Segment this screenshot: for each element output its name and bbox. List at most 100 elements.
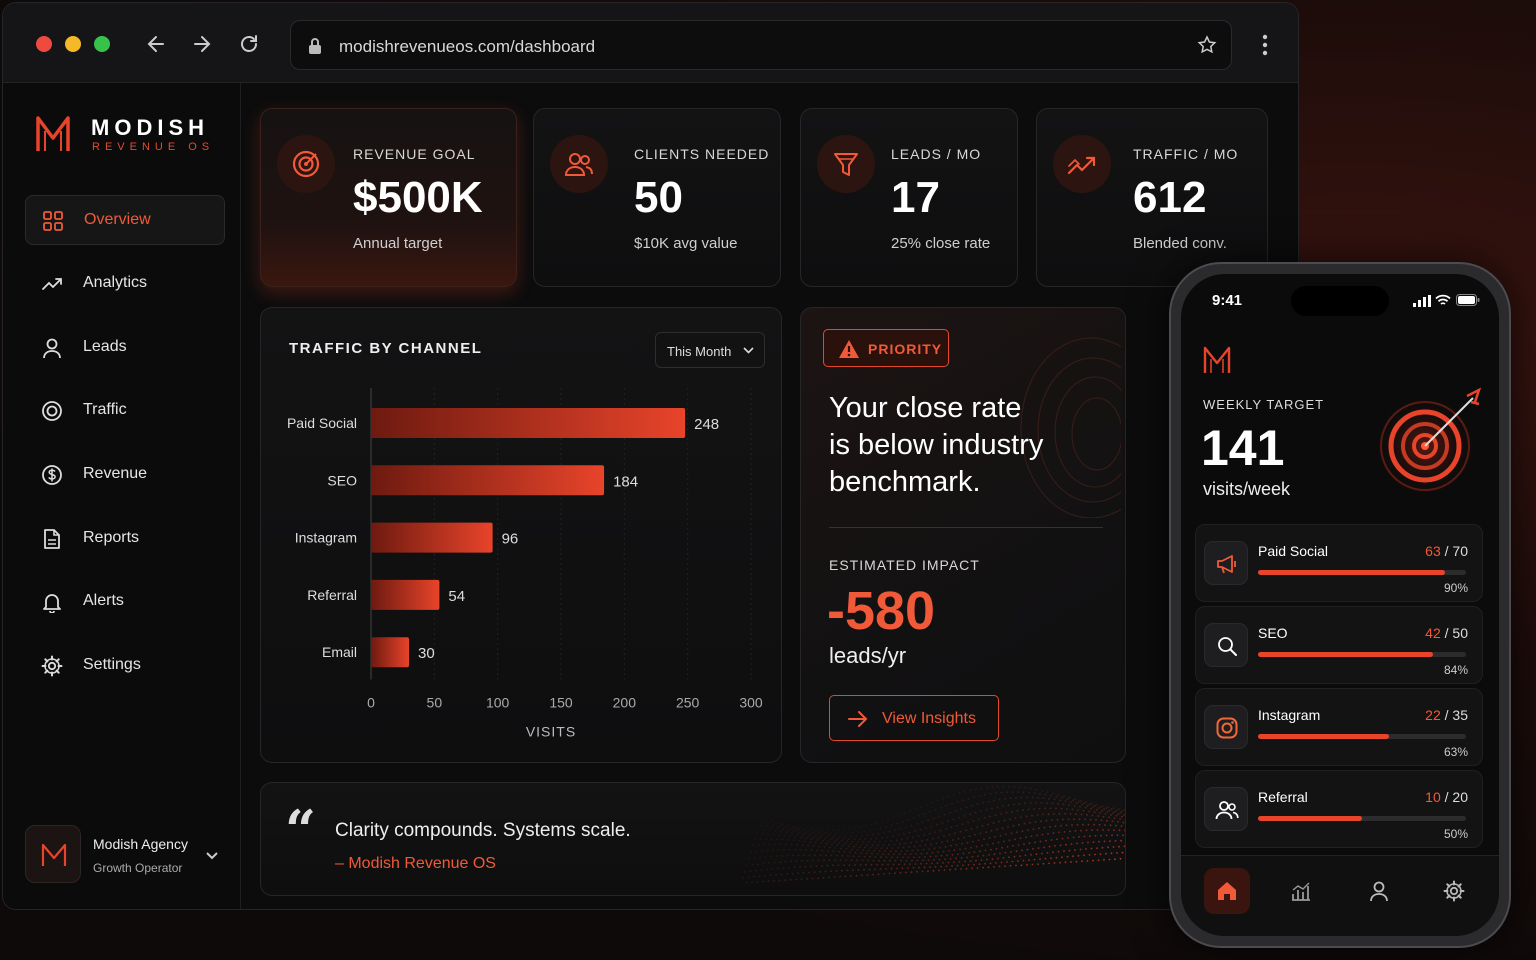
progress-track: [1258, 652, 1466, 657]
target-bullseye-icon: [1370, 387, 1482, 496]
kpi-value: 50: [634, 173, 683, 222]
sidebar-item-alerts[interactable]: Alerts: [25, 577, 225, 627]
grid-icon: [43, 211, 63, 231]
tab-analytics[interactable]: [1278, 868, 1324, 914]
channel-percent: 90%: [1443, 581, 1468, 595]
users-icon: [550, 135, 608, 193]
data-label: 54: [448, 588, 465, 605]
gear-icon: [41, 655, 63, 677]
headline-line: benchmark.: [829, 466, 981, 498]
sidebar-item-analytics[interactable]: Analytics: [25, 259, 225, 309]
bell-icon: [43, 594, 61, 613]
account-switcher[interactable]: Modish Agency Growth Operator: [25, 825, 225, 887]
sidebar-item-label: Overview: [84, 211, 151, 228]
headline-line: is below industry: [829, 429, 1044, 461]
bar-chart-icon: [1292, 882, 1310, 901]
kpi-label: CLIENTS NEEDED: [634, 146, 770, 162]
sidebar-item-label: Settings: [83, 656, 141, 673]
star-icon[interactable]: [1197, 35, 1217, 55]
channel-card-instagram[interactable]: Instagram 22 / 35 63%: [1195, 688, 1483, 766]
tab-settings[interactable]: [1431, 868, 1477, 914]
reload-icon[interactable]: [238, 33, 260, 55]
category-label: Instagram: [295, 530, 357, 546]
progress-track: [1258, 570, 1466, 575]
priority-headline: Your close rate is below industry benchm…: [829, 390, 1089, 501]
category-label: Referral: [307, 587, 357, 603]
browser-toolbar: modishrevenueos.com/dashboard: [3, 3, 1298, 83]
megaphone-icon: [1204, 541, 1248, 585]
channel-card-referral[interactable]: Referral 10 / 20 50%: [1195, 770, 1483, 848]
sidebar-item-revenue[interactable]: Revenue: [25, 450, 225, 500]
data-label: 96: [502, 531, 519, 548]
weekly-target-value: 141: [1201, 420, 1285, 476]
category-label: Email: [322, 644, 357, 660]
document-icon: [44, 529, 60, 549]
kpi-label: REVENUE GOAL: [353, 146, 476, 162]
kpi-value: 17: [891, 173, 940, 222]
channel-name: Instagram: [1258, 707, 1321, 723]
headline-line: Your close rate: [829, 392, 1022, 424]
divider: [829, 527, 1103, 528]
account-role: Growth Operator: [93, 861, 183, 875]
category-label: SEO: [327, 472, 357, 488]
brand-name: MODISH: [91, 115, 209, 140]
bar: [371, 465, 605, 496]
trend-icon: [42, 278, 62, 290]
bar: [371, 579, 440, 610]
priority-badge-label: PRIORITY: [868, 341, 943, 357]
users-icon: [1204, 787, 1248, 831]
kpi-card-traffic: TRAFFIC / MO 612 Blended conv.: [1036, 108, 1268, 287]
x-tick-label: 0: [367, 695, 375, 711]
progress-fill: [1258, 652, 1433, 657]
x-tick-label: 250: [676, 695, 700, 711]
url-text: modishrevenueos.com/dashboard: [339, 37, 596, 56]
brand-logo: [41, 843, 67, 866]
channel-count: 22 / 35: [1425, 707, 1468, 723]
channel-card-paid-social[interactable]: Paid Social 63 / 70 90%: [1195, 524, 1483, 602]
contour-decoration: [1020, 337, 1121, 518]
brand-logo[interactable]: [1203, 346, 1231, 374]
back-icon[interactable]: [145, 33, 167, 55]
sidebar-item-overview[interactable]: Overview: [25, 195, 225, 245]
channel-card-seo[interactable]: SEO 42 / 50 84%: [1195, 606, 1483, 684]
progress-fill: [1258, 570, 1446, 575]
view-insights-button[interactable]: View Insights: [829, 695, 999, 741]
sidebar-item-traffic[interactable]: Traffic: [25, 386, 225, 436]
category-label: Paid Social: [287, 415, 357, 431]
weekly-target-unit: visits/week: [1203, 479, 1291, 499]
sidebar-item-leads[interactable]: Leads: [25, 323, 225, 373]
brand-subtitle: REVENUE OS: [92, 141, 215, 153]
progress-track: [1258, 816, 1466, 821]
signal-icon: [1413, 295, 1431, 307]
bar: [371, 522, 493, 553]
kpi-subtext: Annual target: [353, 235, 443, 252]
channel-count: 42 / 50: [1425, 625, 1468, 641]
kpi-value: $500K: [353, 173, 483, 222]
kebab-menu-icon[interactable]: [1258, 33, 1272, 57]
wave-decoration: [741, 785, 1125, 884]
minimize-window-button[interactable]: [65, 36, 81, 52]
sidebar-item-reports[interactable]: Reports: [25, 514, 225, 564]
target-icon: [277, 135, 335, 193]
tab-profile[interactable]: [1356, 868, 1402, 914]
sidebar-item-label: Revenue: [83, 465, 148, 482]
maximize-window-button[interactable]: [94, 36, 110, 52]
x-tick-label: 50: [427, 695, 443, 711]
period-select[interactable]: This Month: [655, 332, 765, 368]
chevron-down-icon: [743, 347, 754, 354]
kpi-card-revenue-goal: REVENUE GOAL $500K Annual target: [260, 108, 517, 287]
weekly-target-label: WEEKLY TARGET: [1203, 397, 1325, 412]
channel-percent: 63%: [1443, 745, 1468, 759]
close-window-button[interactable]: [36, 36, 52, 52]
bar: [371, 637, 409, 668]
impact-label: ESTIMATED IMPACT: [829, 557, 980, 573]
x-tick-label: 100: [486, 695, 510, 711]
forward-icon[interactable]: [191, 33, 213, 55]
account-name: Modish Agency: [93, 836, 188, 852]
address-bar[interactable]: modishrevenueos.com/dashboard: [290, 20, 1232, 70]
tab-home[interactable]: [1204, 868, 1250, 914]
traffic-by-channel-panel: TRAFFIC BY CHANNEL This Month 0 50 100 150 2…: [260, 307, 782, 763]
sidebar-item-settings[interactable]: Settings: [25, 641, 225, 691]
data-label: 30: [418, 645, 435, 662]
brand-logo[interactable]: [35, 115, 71, 153]
